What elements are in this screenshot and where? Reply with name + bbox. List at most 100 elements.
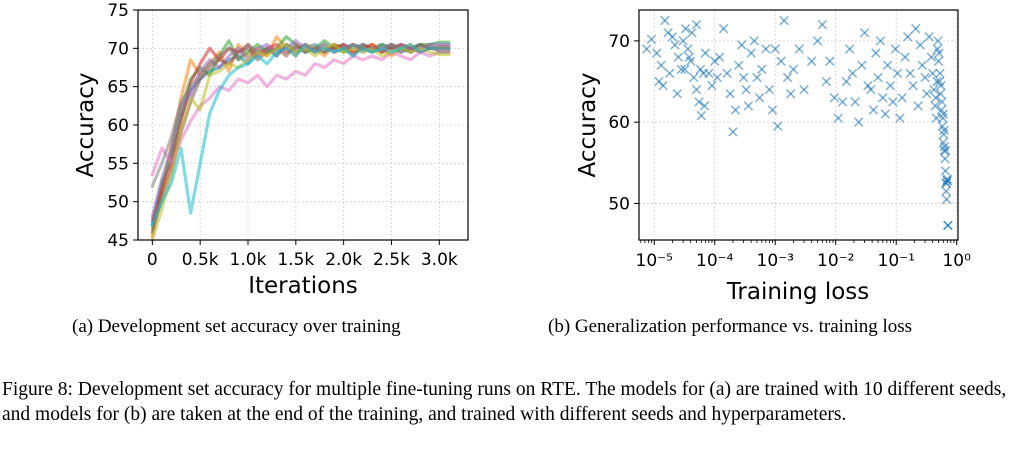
panel-b-scatter-point (799, 84, 809, 95)
panel-a-series-line-4 (150, 42, 451, 223)
panel-b-scatter-point (683, 44, 693, 54)
panel-b-scatter-point (737, 40, 747, 50)
panel-b-scatter-point (941, 145, 951, 156)
panel-b-scatter-point (880, 109, 891, 119)
panel-a-ticks: 0 0.5k 1.0k 1.5k 2.0k 2.5k 3.0k 45 50 55 60 65 70 75 (107, 1, 458, 270)
panel-b-scatter-point (691, 84, 702, 95)
panel-b-scatter-point (712, 72, 723, 83)
panel-b-scatter-point (656, 60, 666, 71)
panel-b-scatter-point (699, 101, 710, 111)
panel-b-scatter-point (788, 64, 799, 75)
panel-b-scatter-point (878, 93, 888, 103)
panel-b-scatter-point (892, 68, 903, 79)
panel-b-scatter-point (695, 64, 706, 75)
panel-b-scatter-point (660, 15, 670, 26)
panel-b-scatter-point (764, 84, 775, 95)
panel-b-scatter-point (833, 113, 843, 123)
panel-b-scatter-point (684, 52, 695, 62)
panel-b-scatter-point (847, 68, 858, 79)
panel-b-scatter-point (875, 36, 886, 46)
panel-b-scatter-point (829, 93, 840, 103)
panel-b-scatter-point (651, 48, 662, 58)
panel-b-scatter-point (932, 76, 942, 87)
panel-b-scatter-point (743, 101, 754, 111)
panel-b-scatter-point (942, 175, 953, 186)
panel-b-scatter-point (885, 80, 896, 91)
panel-b-scatter-point (930, 93, 941, 103)
panel-b-scatter-point (680, 64, 690, 75)
panel-b-scatter-points (641, 15, 953, 231)
panel-a-series-lines (150, 35, 451, 242)
panel-b-scatter-point (930, 101, 940, 111)
panel-b-scatter-point (926, 52, 937, 62)
panel-b-scatter-point (937, 97, 947, 107)
panel-b-scatter-point (691, 19, 702, 30)
panel-b-scatter-point (863, 80, 873, 91)
panel-b-scatter-point (859, 27, 870, 38)
panel-a-y-tick-label: 45 (107, 231, 129, 251)
panel-b-scatter-point (746, 48, 756, 58)
panel-a-y-tick-label: 75 (107, 1, 129, 21)
panel-b-scatter-point (825, 56, 835, 66)
panel-a-series-line-3 (150, 35, 451, 231)
panel-b-scatter-point (754, 93, 765, 103)
panel-b-scatter-point (871, 48, 881, 58)
panel-b-scatter-point (817, 19, 828, 30)
panel-a-y-axis-label: Accuracy (73, 72, 99, 177)
panel-a-y-tick-label: 50 (107, 193, 129, 213)
panel-b-scatter-point (779, 15, 789, 26)
panel-b-scatter-point (688, 72, 699, 83)
panel-a-series-line-8 (150, 42, 451, 188)
panel-b-scatter-point (929, 84, 939, 95)
panel-b-scatter-point (757, 64, 767, 75)
panel-b-scatter-point (933, 56, 944, 66)
panel-b-scatter-point (714, 52, 725, 62)
panel-b-scatter-point (940, 153, 950, 164)
panel-b-scatter-point (895, 113, 905, 123)
panel-b-scatter-point (935, 68, 945, 79)
panel-b-x-axis-label: Training loss (726, 279, 870, 305)
panel-b-scatter-point (728, 127, 738, 137)
panel-b-scatter-point (687, 27, 697, 38)
panel-b-frame (638, 9, 959, 241)
panel-a-x-tick-label: 0.5k (182, 250, 219, 270)
panel-b-scatter-point (641, 44, 652, 54)
panel-b-scatter-point (770, 44, 780, 54)
panel-a-x-tick-label: 2.5k (373, 250, 410, 270)
figure-caption: Figure 8: Development set accuracy for m… (2, 379, 1007, 425)
panel-b-scatter-point (917, 60, 928, 71)
panel-b-scatter-point (785, 88, 796, 99)
panel-b-scatter-point (812, 36, 823, 46)
panel-a-y-tick-label: 55 (107, 154, 129, 174)
panel-b-scatter-point (913, 101, 923, 111)
panel-b-scatter-point (738, 72, 749, 83)
panel-a-series-line-2 (150, 35, 451, 238)
panel-b-scatter-point (752, 72, 762, 83)
panel-a-y-tick-label: 60 (107, 116, 129, 136)
panel-a-x-tick-label: 1.5k (277, 250, 314, 270)
panel-b-scatter-point (888, 97, 898, 107)
panel-b-scatter-point (908, 80, 918, 91)
panel-b-scatter-point (905, 68, 915, 79)
panel-b-y-tick-label: 60 (608, 113, 630, 133)
panel-b-scatter-point (890, 44, 901, 54)
panel-b-scatter-point (933, 36, 943, 46)
panel-a-series-line-10 (150, 42, 451, 227)
panel-b-grid (639, 10, 958, 240)
panel-b-scatter-point (680, 23, 691, 34)
panel-a-x-axis-label: Iterations (248, 273, 358, 299)
panel-b-scatter-point (664, 68, 675, 79)
panel-b-scatter-point (673, 52, 684, 62)
panel-a-x-tick-label: 3.0k (421, 250, 458, 270)
panel-b-scatter-point (873, 72, 883, 83)
panel-b-x-tick-label: 10⁻⁴ (696, 251, 734, 271)
panel-b-y-tick-label: 70 (608, 32, 630, 52)
panel-b-scatter-point (767, 105, 778, 115)
panel-b-scatter-point (670, 40, 680, 50)
panel-b-scatter-point (734, 60, 744, 71)
panel-b-scatter-point (749, 36, 760, 46)
panel-b-scatter-point (676, 64, 687, 75)
panel-b-scatter-point (667, 32, 678, 42)
panel-b-scatter-point (672, 88, 683, 99)
panel-b-scatter-point (915, 40, 926, 50)
